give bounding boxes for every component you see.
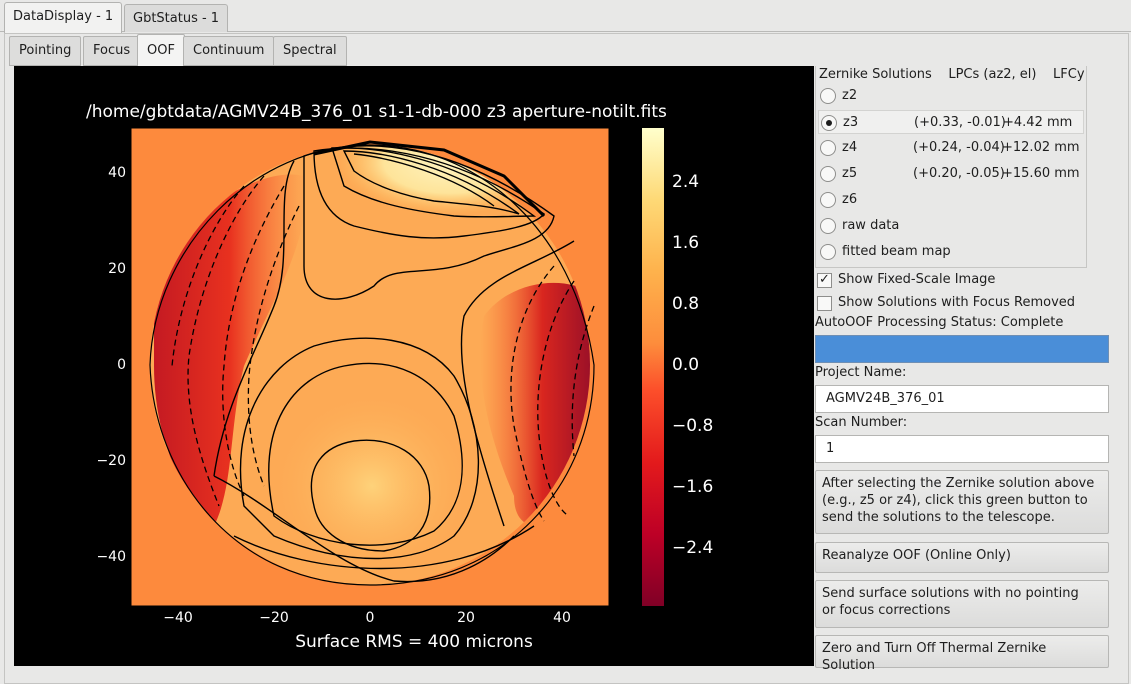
y-tick-label: 40 xyxy=(108,165,126,181)
checkbox-label: Show Fixed-Scale Image xyxy=(838,272,996,287)
option-label: z6 xyxy=(842,192,858,207)
scan-number-input[interactable]: 1 xyxy=(815,435,1109,463)
zernike-header-lpcs: LPCs (az2, el) xyxy=(948,67,1037,82)
x-tick-label: 0 xyxy=(365,610,375,626)
project-name-label: Project Name: xyxy=(815,365,907,380)
zernike-solutions-group: Zernike Solutions LPCs (az2, el) LFCy z2… xyxy=(815,66,1087,268)
option-label: raw data xyxy=(842,218,900,233)
radio-button-icon[interactable] xyxy=(820,218,836,234)
reanalyze-oof-button[interactable]: Reanalyze OOF (Online Only) xyxy=(815,542,1109,573)
radio-button-icon[interactable] xyxy=(820,192,836,208)
radio-button-selected-icon[interactable] xyxy=(821,115,837,131)
colorbar-tick-label: 0.0 xyxy=(672,355,700,375)
zero-thermal-zernike-button[interactable]: Zero and Turn Off Thermal Zernike Soluti… xyxy=(815,635,1109,673)
colorbar-tick-label: −0.8 xyxy=(672,416,714,436)
y-tick-label: −40 xyxy=(96,549,126,565)
zernike-option-raw-data[interactable]: raw data xyxy=(818,214,1084,238)
aperture-map-svg xyxy=(130,127,664,607)
option-label: fitted beam map xyxy=(842,244,951,259)
y-tick-label: −20 xyxy=(96,453,126,469)
zernike-option-fitted-beam-map[interactable]: fitted beam map xyxy=(818,240,1084,264)
colorbar-tick-label: −1.6 xyxy=(672,477,714,497)
option-label: z4 xyxy=(842,140,858,155)
plot-title: /home/gbtdata/AGMV24B_376_01 s1-1-db-000… xyxy=(86,102,667,122)
checkbox-label: Show Solutions with Focus Removed xyxy=(838,295,1076,310)
zernike-option-z2[interactable]: z2 xyxy=(818,84,1084,108)
surface-rms-label: Surface RMS = 400 microns xyxy=(295,632,533,652)
x-tick-label: −40 xyxy=(163,610,193,626)
tab-gbtstatus[interactable]: GbtStatus - 1 xyxy=(124,4,229,32)
aperture-plot: /home/gbtdata/AGMV24B_376_01 s1-1-db-000… xyxy=(14,66,814,666)
colorbar-tick-label: 2.4 xyxy=(672,172,700,192)
option-label: z5 xyxy=(842,166,858,181)
x-tick-label: −20 xyxy=(259,610,289,626)
zernike-group-header: Zernike Solutions LPCs (az2, el) LFCy xyxy=(819,67,1085,82)
option-label: z2 xyxy=(842,88,858,103)
option-label: z3 xyxy=(843,115,859,130)
zernike-option-z3[interactable]: z3 (+0.33, -0.01) +4.42 mm xyxy=(818,110,1084,134)
option-lpcs: (+0.24, -0.04) xyxy=(913,140,1005,155)
send-solutions-button[interactable]: After selecting the Zernike solution abo… xyxy=(815,470,1109,534)
show-focus-removed-checkbox[interactable]: Show Solutions with Focus Removed xyxy=(817,293,1117,313)
radio-button-icon[interactable] xyxy=(820,88,836,104)
option-lpcs: (+0.33, -0.01) xyxy=(914,115,1006,130)
checkbox-icon[interactable] xyxy=(817,296,832,311)
scan-number-label: Scan Number: xyxy=(815,415,908,430)
radio-button-icon[interactable] xyxy=(820,166,836,182)
tab-spectral-line[interactable]: Spectral Line xyxy=(273,36,347,86)
processing-progress-bar xyxy=(815,335,1109,363)
zernike-option-z6[interactable]: z6 xyxy=(818,188,1084,212)
tab-pointing[interactable]: Pointing xyxy=(9,36,82,66)
x-tick-label: 40 xyxy=(553,610,571,626)
tab-continuum[interactable]: Continuum xyxy=(183,36,275,66)
option-lfcy: +12.02 mm xyxy=(1002,140,1080,155)
tab-focus[interactable]: Focus xyxy=(83,36,141,66)
y-tick-label: 20 xyxy=(108,261,126,277)
y-tick-label: 0 xyxy=(117,357,126,373)
send-surface-solutions-button[interactable]: Send surface solutions with no pointing … xyxy=(815,580,1109,628)
zernike-header-lfcy: LFCy xyxy=(1053,67,1085,82)
show-fixed-scale-checkbox[interactable]: ✓ Show Fixed-Scale Image xyxy=(817,270,1117,290)
colorbar-tick-label: 0.8 xyxy=(672,294,700,314)
tab-datadisplay[interactable]: DataDisplay - 1 xyxy=(4,2,123,33)
option-lfcy: +4.42 mm xyxy=(1003,115,1073,130)
colorbar-tick-label: −2.4 xyxy=(672,538,714,558)
zernike-option-z4[interactable]: z4 (+0.24, -0.04) +12.02 mm xyxy=(818,136,1084,160)
option-lfcy: +15.60 mm xyxy=(1002,166,1080,181)
window-tab-bar: DataDisplay - 1 GbtStatus - 1 xyxy=(0,0,1131,33)
tab-oof[interactable]: OOF xyxy=(137,34,185,66)
colorbar-tick-label: 1.6 xyxy=(672,233,700,253)
zernike-header-solutions: Zernike Solutions xyxy=(819,67,932,82)
zernike-option-z5[interactable]: z5 (+0.20, -0.05) +15.60 mm xyxy=(818,162,1084,186)
radio-button-icon[interactable] xyxy=(820,244,836,260)
processing-status-label: AutoOOF Processing Status: Complete xyxy=(815,315,1064,330)
colorbar xyxy=(642,128,664,606)
checkbox-checked-icon[interactable]: ✓ xyxy=(817,273,832,288)
radio-button-icon[interactable] xyxy=(820,140,836,156)
option-lpcs: (+0.20, -0.05) xyxy=(913,166,1005,181)
x-tick-label: 20 xyxy=(457,610,475,626)
project-name-input[interactable]: AGMV24B_376_01 xyxy=(815,385,1109,413)
progress-fill xyxy=(816,336,1108,362)
